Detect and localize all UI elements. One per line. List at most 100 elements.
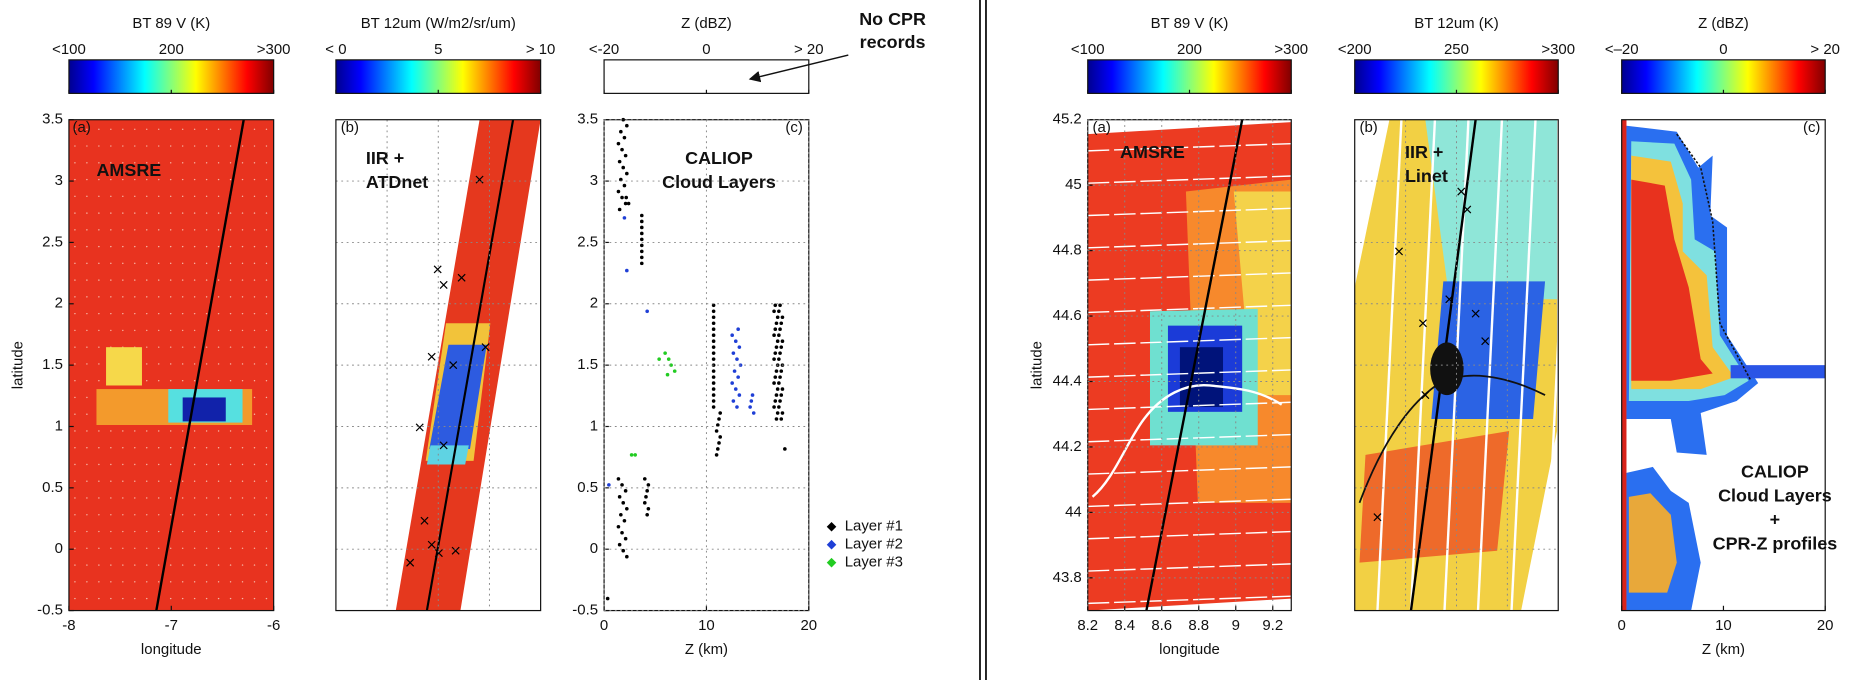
legend-marker: [826, 521, 837, 532]
pixel-dot: [229, 581, 232, 583]
layer-dot: [639, 243, 644, 248]
pixel-dot: [146, 581, 148, 583]
pixel-dot: [86, 581, 88, 583]
layer-dot: [711, 405, 716, 409]
pixel-dot: [181, 497, 184, 499]
pixel-dot: [241, 329, 244, 332]
pixel-dot: [241, 547, 244, 550]
pixel-dot: [169, 597, 172, 600]
swath-cyan: [426, 445, 469, 465]
layer-dot: [778, 351, 782, 355]
pixel-dot: [74, 547, 76, 550]
scan-line: [1087, 239, 1292, 249]
lightning-mark: [406, 558, 415, 567]
pixel-dot: [169, 296, 172, 298]
annotation: CPR-Z profiles: [1713, 533, 1838, 553]
layer-dot: [619, 177, 623, 182]
pixel-dot: [265, 447, 268, 449]
pixel-dot: [98, 463, 100, 466]
pixel-dot: [217, 581, 220, 583]
pixel-dot: [98, 530, 100, 533]
pixel-dot: [241, 363, 244, 365]
pixel-dot: [253, 178, 256, 181]
scan-line: [1087, 272, 1292, 281]
pixel-dot: [217, 379, 220, 382]
layer-dot: [623, 153, 628, 158]
annotation: AMSRE: [1120, 142, 1185, 162]
layer-dot: [773, 303, 778, 308]
pixel-dot: [241, 346, 244, 348]
pixel-dot: [134, 430, 136, 432]
pixel-dot: [74, 329, 76, 332]
lightning-mark: [1445, 295, 1454, 304]
layer-dot: [616, 524, 621, 529]
pixel-dot: [134, 212, 136, 214]
pixel-dot: [110, 162, 112, 164]
pixel-dot: [98, 581, 100, 583]
pixel-dot: [122, 128, 124, 131]
pixel-dot: [110, 463, 112, 466]
pixel-dot: [181, 329, 184, 332]
pixel-dot: [86, 480, 88, 482]
layer-dot: [711, 321, 716, 326]
pixel-dot: [134, 279, 136, 281]
layer-dot: [714, 453, 719, 457]
pixel-dot: [158, 195, 160, 198]
lightning-mark: [475, 175, 484, 184]
pixel-dot: [253, 229, 256, 231]
pixel-dot: [86, 363, 88, 365]
pixel-dot: [110, 195, 112, 198]
pixel-dot: [241, 581, 244, 583]
pixel-dot: [217, 547, 220, 550]
pixel-dot: [158, 564, 160, 566]
warm-blob: [106, 347, 142, 386]
layer-dot: [779, 345, 784, 349]
pixel-dot: [134, 229, 136, 231]
pixel-dot: [86, 296, 88, 298]
pixel-dot: [86, 514, 88, 516]
pixel-dot: [169, 497, 172, 499]
pixel-dot: [241, 229, 244, 231]
pixel-dot: [205, 212, 208, 214]
pixel-dot: [110, 212, 112, 214]
pixel-dot: [74, 245, 76, 248]
layer-dot: [625, 554, 629, 559]
pixel-dot: [110, 229, 112, 231]
layer-dot: [716, 447, 720, 451]
lightning-mark: [1463, 205, 1472, 214]
pixel-dot: [181, 514, 184, 516]
pixel-dot: [229, 379, 232, 382]
pixel-dot: [169, 363, 172, 365]
colorbar-tick-label: > 20: [794, 41, 824, 58]
pixel-dot: [158, 229, 160, 231]
pixel-dot: [122, 597, 124, 600]
pixel-dot: [110, 497, 112, 499]
pixel-dot: [181, 162, 184, 164]
layer-dot: [622, 518, 627, 523]
pixel-dot: [134, 547, 136, 550]
plot-frame: [1087, 119, 1292, 612]
panel-image: [1354, 119, 1559, 611]
pixel-dot: [205, 564, 208, 566]
pixel-dot: [229, 463, 232, 466]
pixel-dot: [253, 497, 256, 499]
layer-dot: [731, 351, 736, 355]
colorbar: [335, 59, 542, 94]
pixel-dot: [122, 296, 124, 298]
pixel-dot: [134, 447, 136, 449]
pixel-dot: [134, 564, 136, 566]
pixel-dot: [205, 597, 208, 600]
pixel-dot: [146, 547, 148, 550]
colorbar-tick-label: > 10: [526, 41, 556, 58]
coastline: [1091, 384, 1283, 498]
layer-dot: [779, 417, 784, 421]
x-tick-label: 0: [600, 617, 608, 634]
panel-label: (c): [1803, 119, 1820, 136]
pixel-dot: [241, 430, 244, 432]
colorbar-tick-label: 5: [434, 41, 442, 58]
pixel-dot: [86, 162, 88, 164]
y-tick-label: 45.2: [1053, 111, 1082, 128]
pixel-dot: [98, 145, 100, 147]
layer-dot: [620, 483, 624, 487]
lightning-mark: [420, 516, 429, 525]
